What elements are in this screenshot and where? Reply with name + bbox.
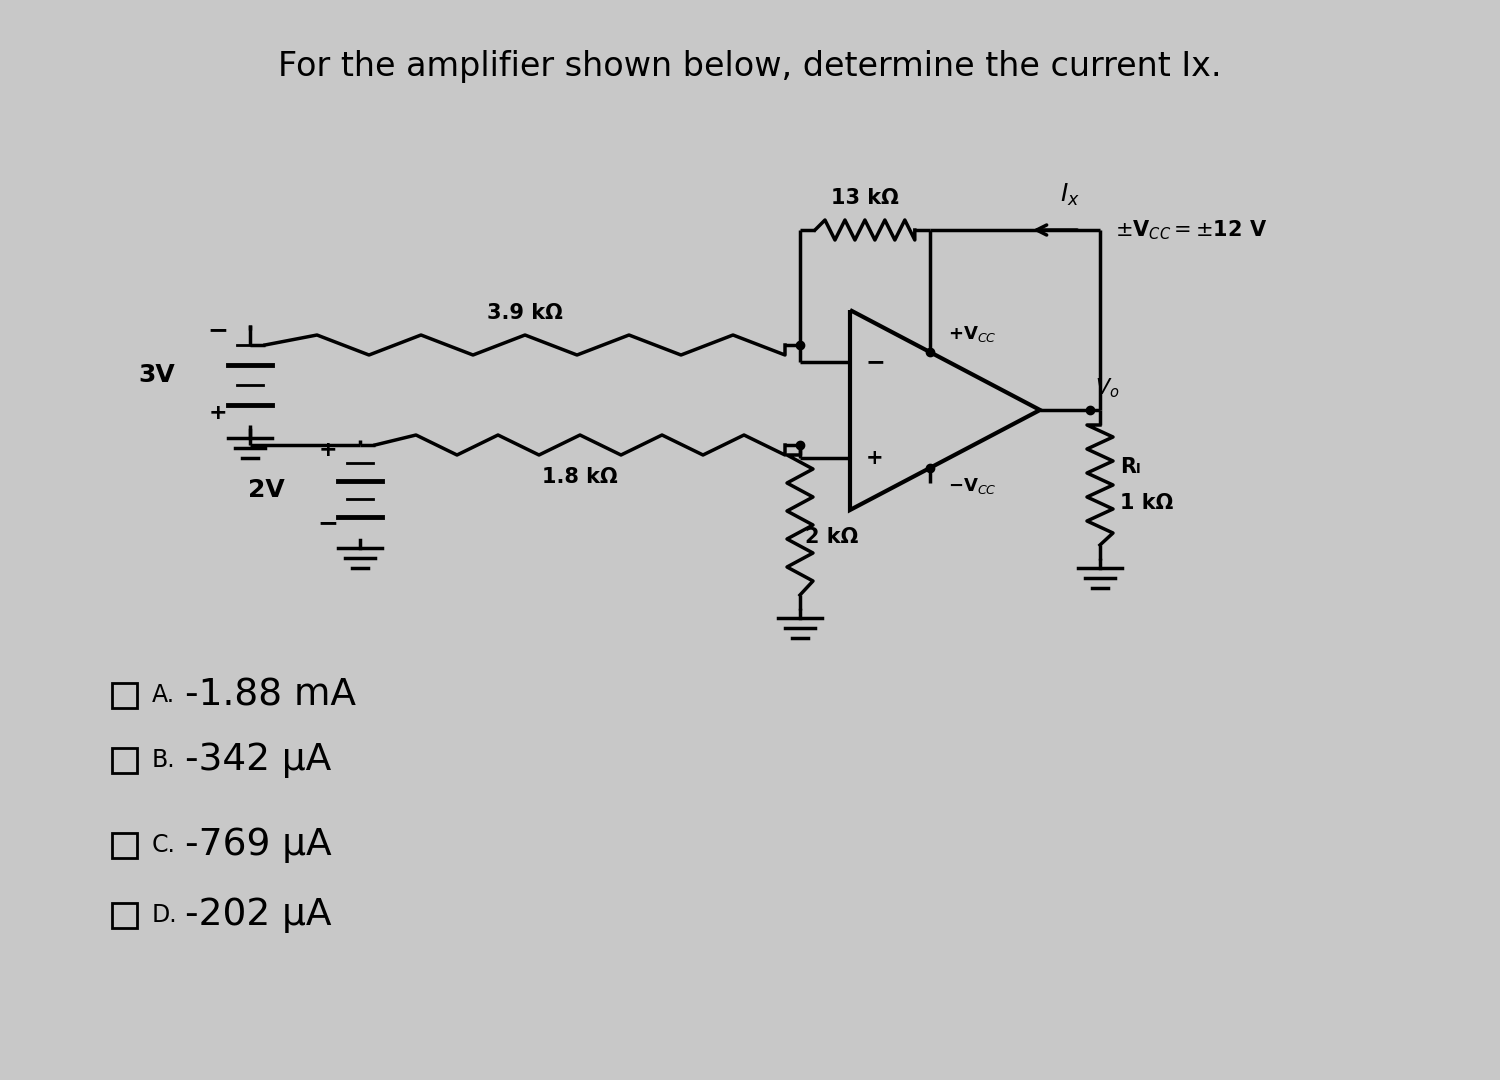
Text: 1.8 kΩ: 1.8 kΩ xyxy=(542,467,618,487)
Text: -202 μA: -202 μA xyxy=(184,897,332,933)
Text: 13 kΩ: 13 kΩ xyxy=(831,188,898,208)
Text: $V_o$: $V_o$ xyxy=(1095,377,1119,400)
Text: B.: B. xyxy=(152,748,176,772)
Text: $\pm$V$_{CC}$$=$$\pm$12 V: $\pm$V$_{CC}$$=$$\pm$12 V xyxy=(1114,218,1268,242)
Bar xyxy=(112,683,136,707)
Text: Rₗ: Rₗ xyxy=(1120,457,1140,477)
Text: 1 kΩ: 1 kΩ xyxy=(1120,492,1173,513)
Text: $I_x$: $I_x$ xyxy=(1060,181,1080,208)
Text: +V$_{CC}$: +V$_{CC}$ xyxy=(948,324,996,345)
Bar xyxy=(112,903,136,928)
Text: 3.9 kΩ: 3.9 kΩ xyxy=(488,303,562,323)
Text: -769 μA: -769 μA xyxy=(184,827,332,863)
Text: 3V: 3V xyxy=(138,363,176,387)
Text: −: − xyxy=(865,350,885,374)
Text: A.: A. xyxy=(152,683,176,707)
Text: -342 μA: -342 μA xyxy=(184,742,332,778)
Bar xyxy=(112,833,136,858)
Text: -1.88 mA: -1.88 mA xyxy=(184,677,356,713)
Text: −: − xyxy=(207,318,228,342)
Bar xyxy=(112,747,136,772)
Text: 2 kΩ: 2 kΩ xyxy=(806,527,858,548)
Text: +: + xyxy=(865,448,883,468)
Text: +: + xyxy=(318,440,338,460)
Text: −: − xyxy=(318,511,339,535)
Text: −V$_{CC}$: −V$_{CC}$ xyxy=(948,476,996,496)
Text: C.: C. xyxy=(152,833,176,858)
Text: 2V: 2V xyxy=(249,478,285,502)
Text: For the amplifier shown below, determine the current Ix.: For the amplifier shown below, determine… xyxy=(278,50,1222,83)
Text: +: + xyxy=(209,403,228,423)
Text: D.: D. xyxy=(152,903,177,927)
